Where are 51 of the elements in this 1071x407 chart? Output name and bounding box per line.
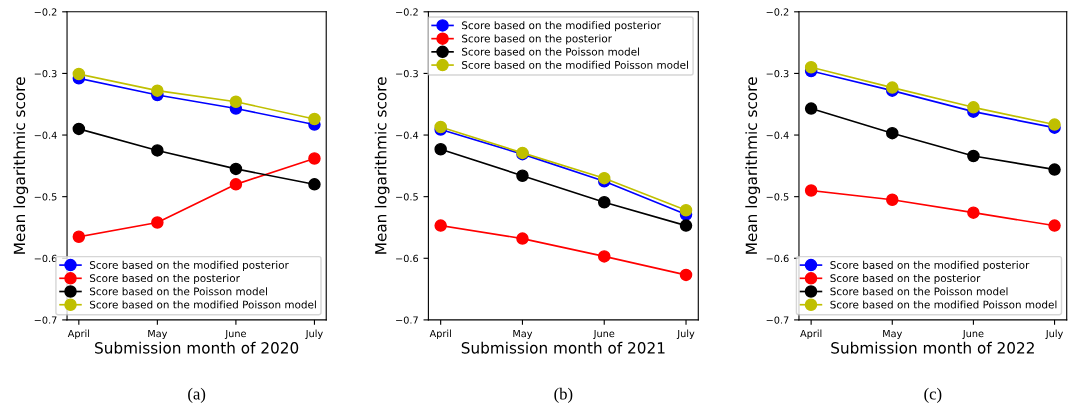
legend-label: Score based on the modified Poisson model — [462, 60, 688, 69]
x-tick-label: July — [676, 329, 695, 340]
y-tick-label: −0.6 — [396, 254, 419, 263]
legend-label: Score based on the modified posterior — [462, 21, 661, 32]
x-tick-label: April — [800, 329, 822, 340]
y-tick-label: −0.7 — [34, 316, 57, 324]
y-tick-label: −0.6 — [766, 254, 789, 263]
legend-label: Score based on the Poisson model — [830, 287, 1008, 296]
x-tick-label: May — [883, 329, 903, 340]
x-tick-label: May — [148, 329, 168, 340]
x-axis-title: Submission month of 2021 — [461, 341, 665, 354]
x-tick-label: June — [962, 329, 984, 339]
legend-label: Score based on the Poisson model — [89, 287, 267, 296]
y-tick-label: −0.5 — [396, 193, 418, 201]
legend-label: Score based on the modified posterior — [89, 260, 289, 271]
y-tick-label: −0.3 — [34, 69, 57, 78]
y-axis-title: Mean logarithmic score — [13, 77, 29, 254]
legend-label: Score based on the modified Poisson model — [89, 300, 316, 309]
y-tick-label: −0.2 — [396, 8, 418, 16]
legend-label: Score based on the modified posterior — [830, 260, 1030, 271]
y-tick-label: −0.4 — [766, 131, 789, 139]
x-tick-label: June — [224, 329, 246, 339]
x-axis-title: Submission month of 2022 — [831, 341, 1034, 354]
y-tick-label: −0.5 — [766, 193, 789, 201]
text: (a) — [188, 387, 206, 403]
x-tick-label: May — [513, 329, 533, 340]
y-tick-label: −0.3 — [396, 69, 418, 78]
x-tick-label: July — [1045, 329, 1063, 340]
y-tick-label: −0.4 — [396, 131, 419, 139]
y-tick-label: −0.5 — [34, 193, 57, 201]
y-tick-label: −0.7 — [766, 316, 789, 324]
x-axis-title: Submission month of 2020 — [95, 341, 299, 354]
x-tick-label: June — [593, 329, 615, 339]
y-tick-label: −0.7 — [396, 316, 418, 324]
y-tick-label: −0.2 — [34, 8, 57, 16]
legend-label: Score based on the posterior — [830, 274, 981, 285]
y-tick-label: −0.2 — [766, 8, 789, 16]
legend-label: Score based on the modified Poisson model — [830, 300, 1057, 309]
text: (b) — [554, 387, 573, 403]
x-tick-label: July — [305, 329, 323, 340]
x-tick-label: April — [429, 329, 451, 340]
text: (c) — [924, 387, 942, 403]
y-tick-label: −0.4 — [34, 131, 57, 139]
y-tick-label: −0.3 — [766, 69, 789, 78]
legend-label: Score based on the posterior — [462, 34, 612, 45]
legend-label: Score based on the posterior — [89, 274, 240, 285]
y-tick-label: −0.6 — [34, 254, 57, 263]
legend-label: Score based on the Poisson model — [462, 47, 640, 56]
y-axis-title: Mean logarithmic score — [374, 77, 390, 254]
x-tick-label: April — [67, 329, 90, 340]
y-axis-title: Mean logarithmic score — [745, 77, 761, 254]
